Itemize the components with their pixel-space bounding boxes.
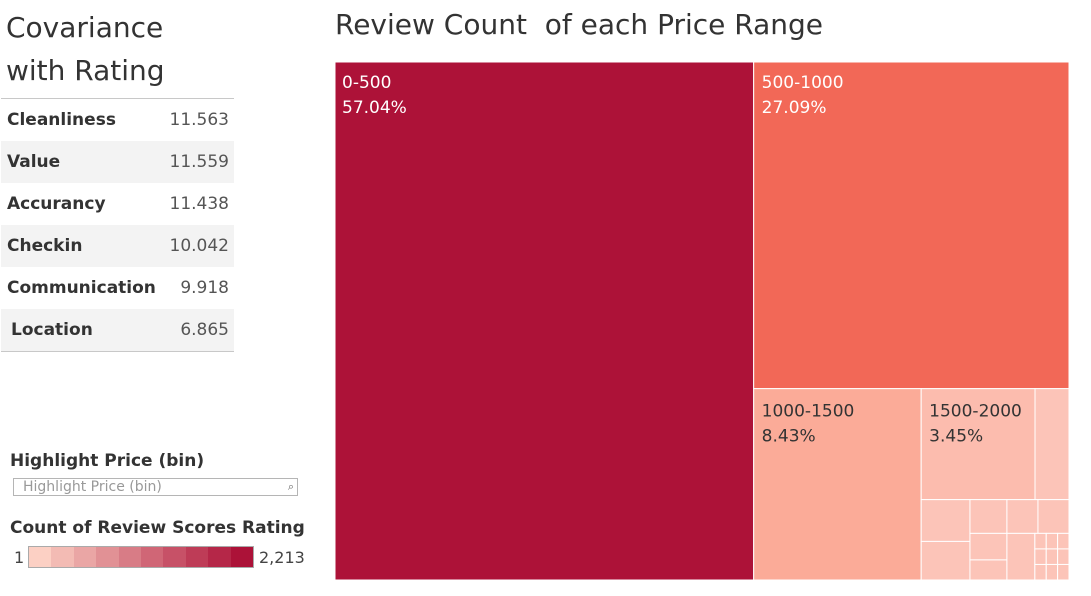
legend-min: 1: [14, 548, 25, 567]
row-label: Location: [11, 320, 93, 340]
search-icon[interactable]: ⌕: [287, 480, 294, 493]
treemap-cell-other[interactable]: [1057, 548, 1070, 565]
legend-step: [29, 547, 52, 567]
legend-max: 2,213: [259, 548, 305, 567]
cell-label: 0-500: [342, 73, 391, 93]
row-value: 11.563: [169, 110, 229, 130]
covariance-title-line2: with Rating: [6, 54, 165, 87]
cell-label: 1500-2000: [929, 402, 1022, 422]
legend-step: [230, 547, 254, 567]
table-row[interactable]: Checkin 10.042: [1, 225, 234, 267]
cell-share: 3.45%: [929, 427, 983, 447]
cell-label: 500-1000: [762, 73, 844, 93]
legend-step: [51, 547, 74, 567]
legend-step: [185, 547, 209, 567]
treemap-cell-other[interactable]: [1057, 532, 1070, 550]
treemap-cell-1000-1500[interactable]: [753, 388, 922, 581]
treemap-cell-other[interactable]: [1034, 532, 1047, 550]
row-value: 11.559: [169, 152, 229, 172]
treemap-cell-other[interactable]: [1034, 388, 1070, 501]
row-label: Checkin: [7, 236, 83, 256]
table-row[interactable]: Accurancy 11.438: [1, 183, 234, 225]
legend-title: Count of Review Scores Rating: [10, 518, 305, 538]
cell-label: 1000-1500: [762, 402, 855, 422]
row-label: Cleanliness: [7, 110, 116, 130]
covariance-table: Cleanliness 11.563 Value 11.559 Accuranc…: [1, 98, 234, 352]
treemap-cell-other[interactable]: [1006, 532, 1036, 581]
legend-color-ramp: [28, 546, 254, 568]
highlight-price-input[interactable]: Highlight Price (bin) ⌕: [13, 478, 298, 496]
covariance-title-line1: Covariance: [6, 11, 164, 44]
treemap-cell-other[interactable]: [1045, 563, 1059, 581]
row-label: Communication: [7, 278, 156, 298]
legend-step: [163, 547, 186, 567]
row-label: Accurancy: [7, 194, 106, 214]
treemap-cell-other[interactable]: [1034, 548, 1047, 565]
legend-step: [118, 547, 142, 567]
treemap-cell-other[interactable]: [1045, 548, 1059, 565]
treemap-cell-other[interactable]: [969, 499, 1008, 534]
table-row[interactable]: Value 11.559: [1, 141, 234, 183]
table-row[interactable]: Communication 9.918: [1, 267, 234, 309]
row-value: 6.865: [180, 320, 229, 340]
row-value: 10.042: [169, 236, 229, 256]
treemap-cell-other[interactable]: [969, 559, 1008, 581]
highlight-title: Highlight Price (bin): [10, 451, 205, 471]
covariance-title: Covariance with Rating: [6, 6, 226, 92]
treemap-cell-other[interactable]: [1045, 532, 1059, 550]
row-label: Value: [7, 152, 61, 172]
row-value: 11.438: [169, 194, 229, 214]
cell-share: 57.04%: [342, 98, 407, 118]
cell-share: 8.43%: [762, 427, 816, 447]
table-row[interactable]: Location 6.865: [1, 309, 234, 351]
legend-step: [96, 547, 119, 567]
treemap-cell-other[interactable]: [920, 540, 971, 581]
treemap-cell-0-500[interactable]: [334, 61, 755, 581]
chart-title: Review Count of each Price Range: [335, 8, 824, 41]
row-value: 9.918: [180, 278, 229, 298]
treemap-cell-other[interactable]: [1037, 499, 1070, 534]
treemap-cell-other[interactable]: [1057, 563, 1070, 581]
legend-step: [73, 547, 97, 567]
treemap-cell-other[interactable]: [969, 532, 1008, 561]
treemap-cell-other[interactable]: [1006, 499, 1039, 534]
highlight-placeholder: Highlight Price (bin): [23, 479, 162, 495]
table-row[interactable]: Cleanliness 11.563: [1, 99, 234, 141]
treemap-cell-other[interactable]: [920, 499, 971, 542]
treemap-cell-other[interactable]: [1034, 563, 1047, 581]
legend-step: [141, 547, 164, 567]
treemap-cell-500-1000[interactable]: [753, 61, 1070, 390]
legend-step: [208, 547, 231, 567]
cell-share: 27.09%: [762, 98, 827, 118]
